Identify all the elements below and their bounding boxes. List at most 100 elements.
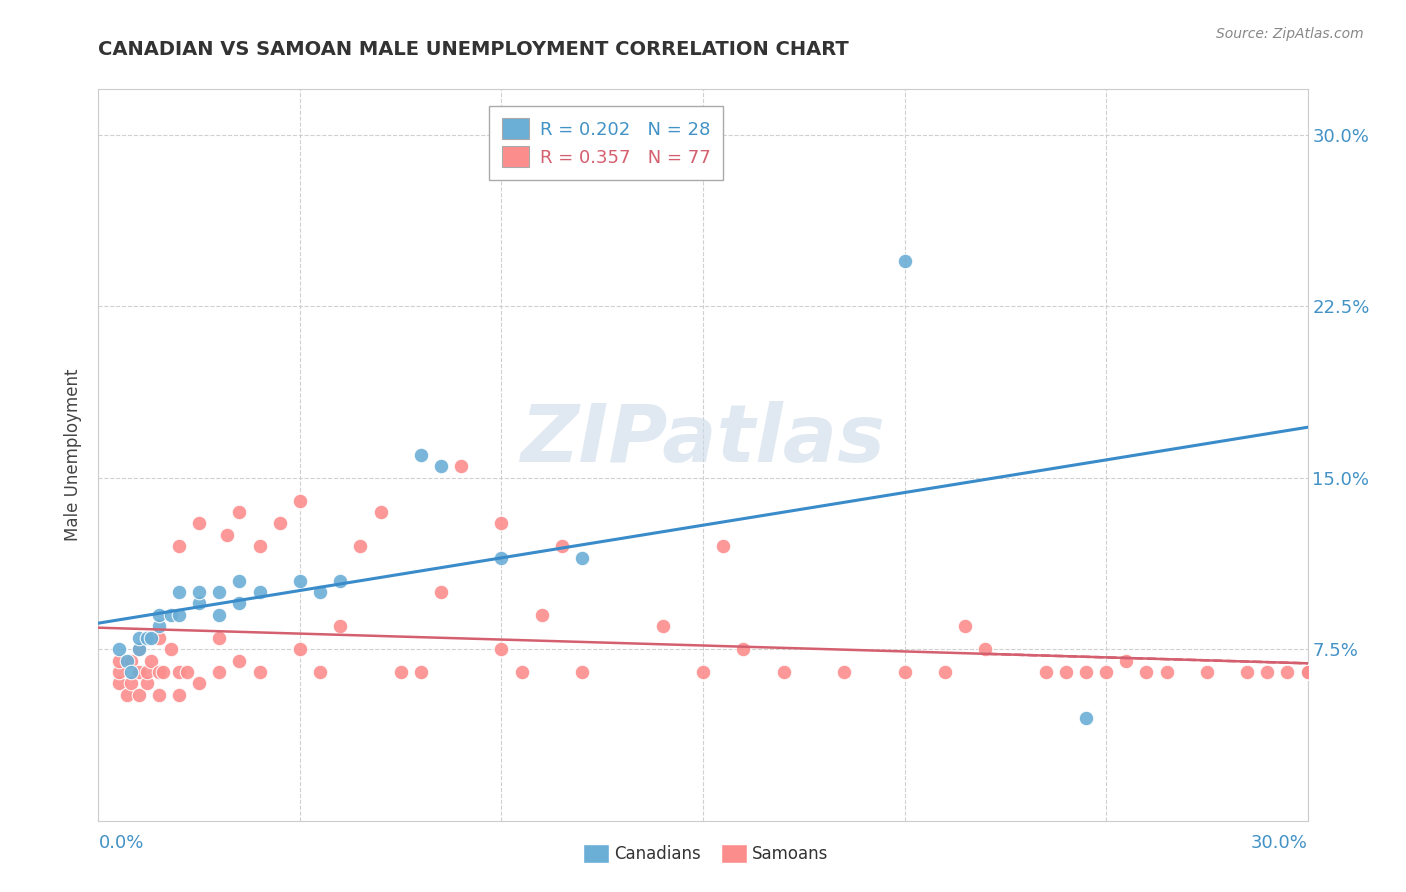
Point [148, 665, 170, 679]
Point [692, 665, 714, 679]
Point [160, 607, 183, 622]
Point [107, 654, 129, 668]
Text: CANADIAN VS SAMOAN MALE UNEMPLOYMENT CORRELATION CHART: CANADIAN VS SAMOAN MALE UNEMPLOYMENT COR… [98, 40, 849, 59]
Point [1074, 665, 1097, 679]
Point [160, 642, 183, 657]
Point [491, 550, 513, 565]
Point [128, 688, 150, 702]
Point [249, 585, 271, 599]
Point [228, 597, 250, 611]
Point [1035, 665, 1057, 679]
Legend: R = 0.202   N = 28, R = 0.357   N = 77: R = 0.202 N = 28, R = 0.357 N = 77 [489, 105, 723, 180]
Point [571, 550, 593, 565]
Point [167, 665, 190, 679]
Point [167, 688, 190, 702]
Point [893, 665, 915, 679]
Point [167, 539, 190, 553]
Point [772, 665, 794, 679]
Point [128, 642, 150, 657]
Point [491, 516, 513, 531]
Point [832, 665, 855, 679]
Point [651, 619, 673, 633]
Point [530, 607, 553, 622]
Text: 0.0%: 0.0% [98, 834, 143, 852]
Point [107, 642, 129, 657]
Point [208, 607, 231, 622]
Point [228, 505, 250, 519]
Point [249, 665, 271, 679]
Point [974, 642, 997, 657]
Point [120, 654, 142, 668]
Point [188, 676, 211, 690]
Point [1195, 665, 1218, 679]
Point [389, 665, 412, 679]
Text: ZIPatlas: ZIPatlas [520, 401, 886, 479]
Point [953, 619, 976, 633]
Text: Source: ZipAtlas.com: Source: ZipAtlas.com [1216, 27, 1364, 41]
Point [1095, 665, 1118, 679]
Point [208, 631, 231, 645]
Text: 30.0%: 30.0% [1251, 834, 1308, 852]
Point [1296, 665, 1319, 679]
Point [733, 642, 755, 657]
Point [208, 585, 231, 599]
Point [1296, 665, 1319, 679]
Point [1074, 711, 1097, 725]
Point [148, 631, 170, 645]
Point [491, 642, 513, 657]
Point [551, 539, 574, 553]
Point [120, 676, 142, 690]
Point [148, 619, 170, 633]
Point [188, 585, 211, 599]
Point [1156, 665, 1178, 679]
Point [1256, 665, 1278, 679]
Point [450, 459, 472, 474]
Point [228, 574, 250, 588]
Text: Samoans: Samoans [752, 845, 828, 863]
Point [409, 665, 432, 679]
Point [228, 654, 250, 668]
Point [249, 539, 271, 553]
Point [711, 539, 734, 553]
Point [934, 665, 956, 679]
Point [1296, 665, 1319, 679]
Point [1296, 665, 1319, 679]
Y-axis label: Male Unemployment: Male Unemployment [65, 368, 83, 541]
Point [167, 607, 190, 622]
Point [288, 493, 311, 508]
Point [288, 574, 311, 588]
Point [188, 597, 211, 611]
Point [1296, 665, 1319, 679]
Point [309, 665, 332, 679]
Point [430, 459, 453, 474]
Point [309, 585, 332, 599]
Point [1115, 654, 1137, 668]
Point [893, 253, 915, 268]
Point [128, 642, 150, 657]
Point [148, 688, 170, 702]
Point [208, 665, 231, 679]
Point [128, 665, 150, 679]
Point [128, 631, 150, 645]
Point [139, 654, 162, 668]
Point [288, 642, 311, 657]
Point [152, 665, 174, 679]
Point [115, 688, 138, 702]
Point [1277, 665, 1299, 679]
Point [1296, 665, 1319, 679]
Point [120, 665, 142, 679]
Point [1236, 665, 1258, 679]
Point [1054, 665, 1077, 679]
Point [430, 585, 453, 599]
Point [115, 654, 138, 668]
Point [176, 665, 198, 679]
Point [217, 528, 239, 542]
Point [1135, 665, 1157, 679]
Point [188, 516, 211, 531]
Point [409, 448, 432, 462]
Point [135, 631, 157, 645]
Point [349, 539, 371, 553]
Point [571, 665, 593, 679]
Point [167, 585, 190, 599]
Point [135, 665, 157, 679]
